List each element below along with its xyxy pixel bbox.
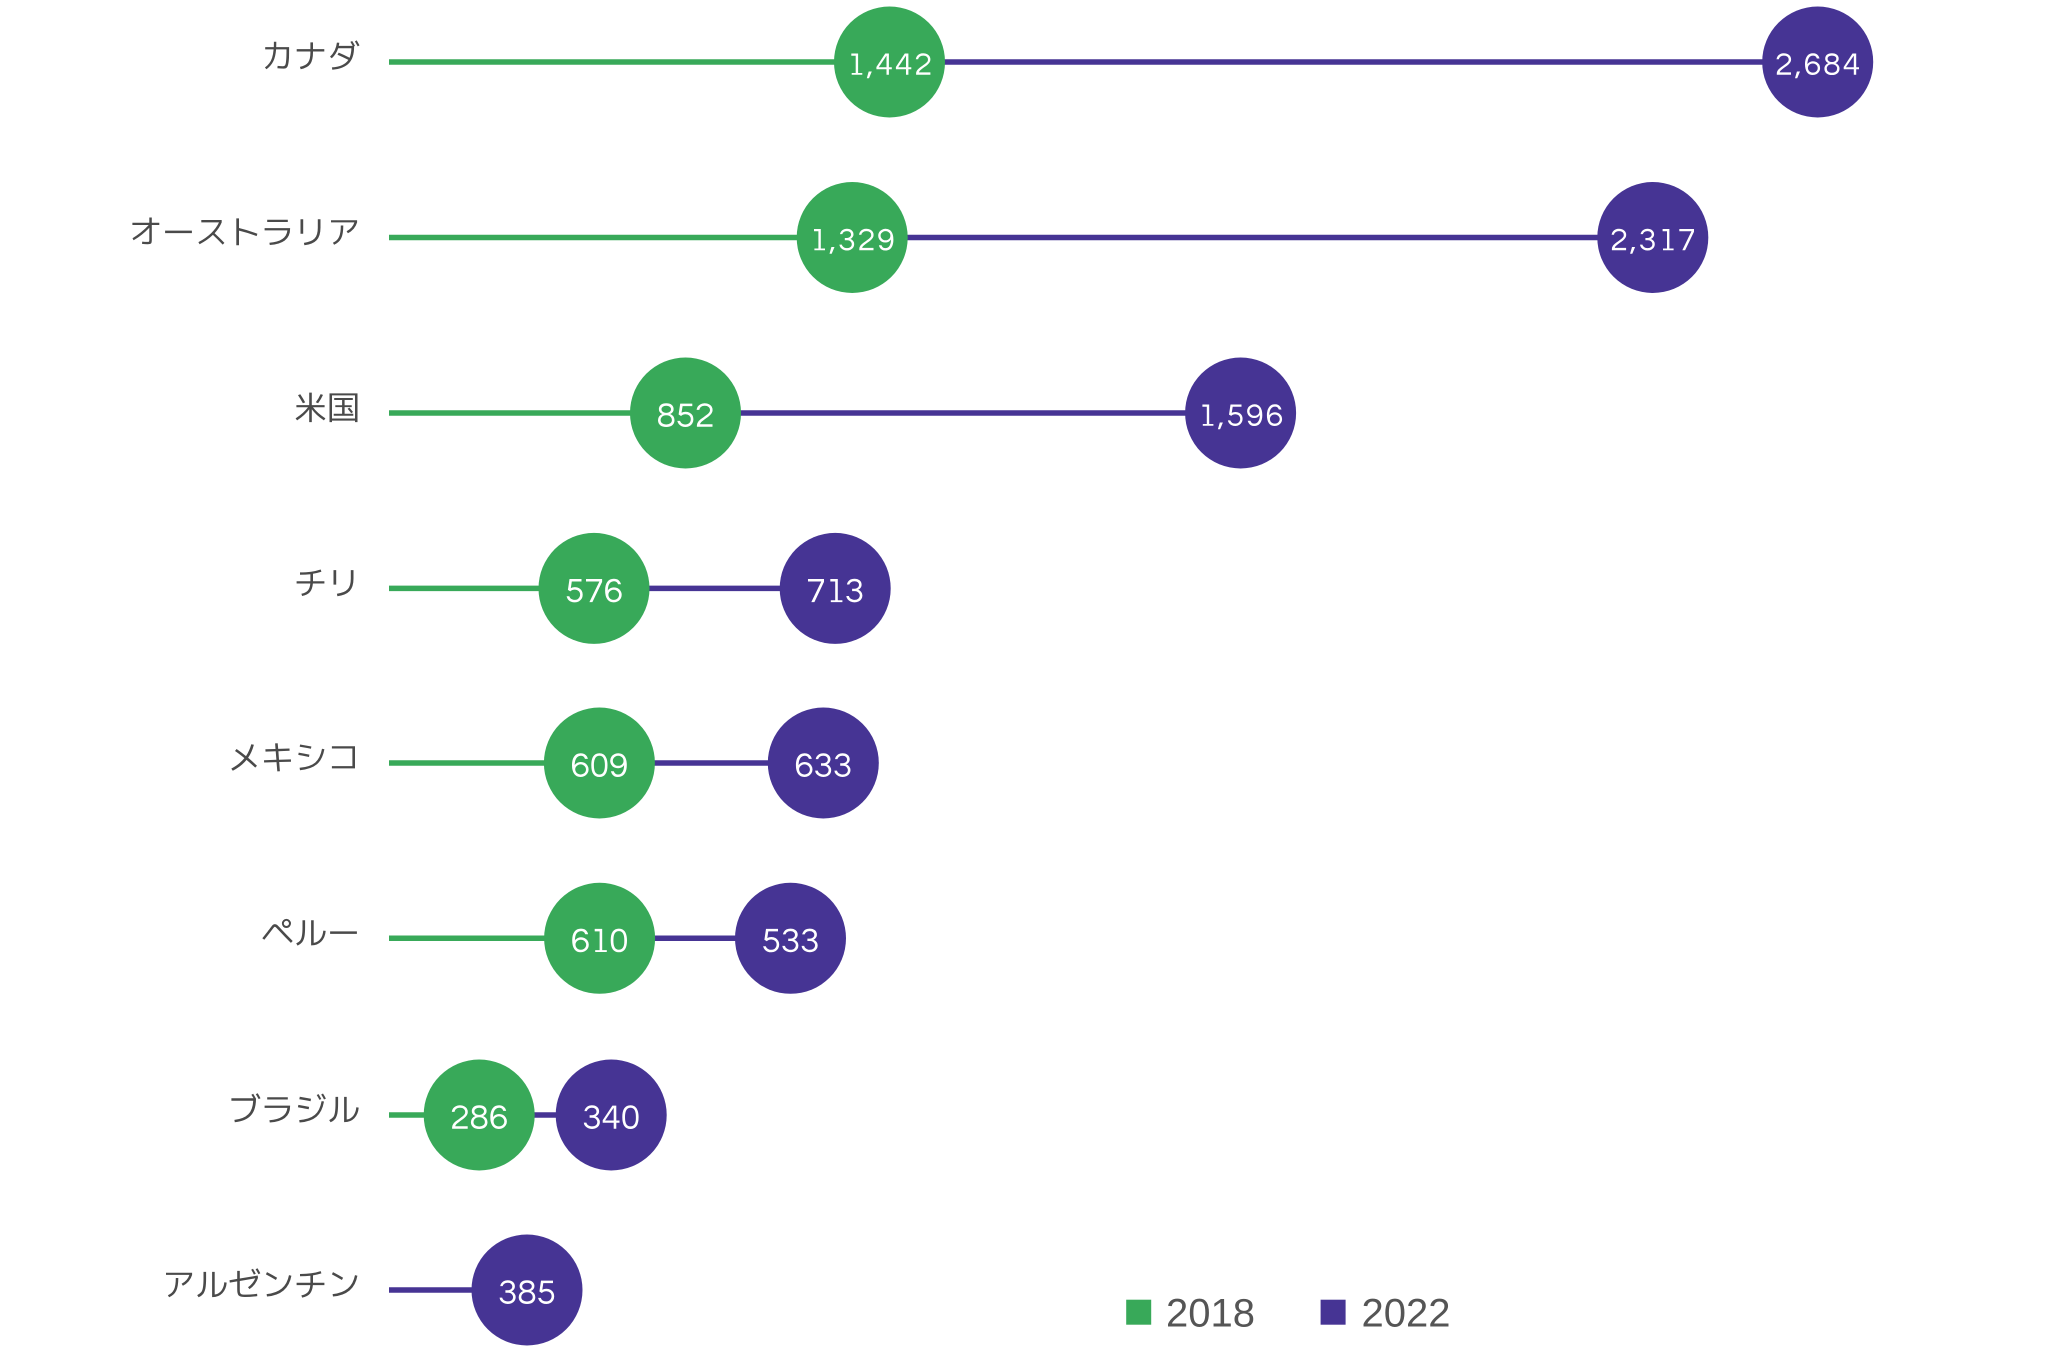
svg-text:2018: 2018: [1166, 1292, 1255, 1336]
svg-text:2022: 2022: [1362, 1292, 1451, 1336]
